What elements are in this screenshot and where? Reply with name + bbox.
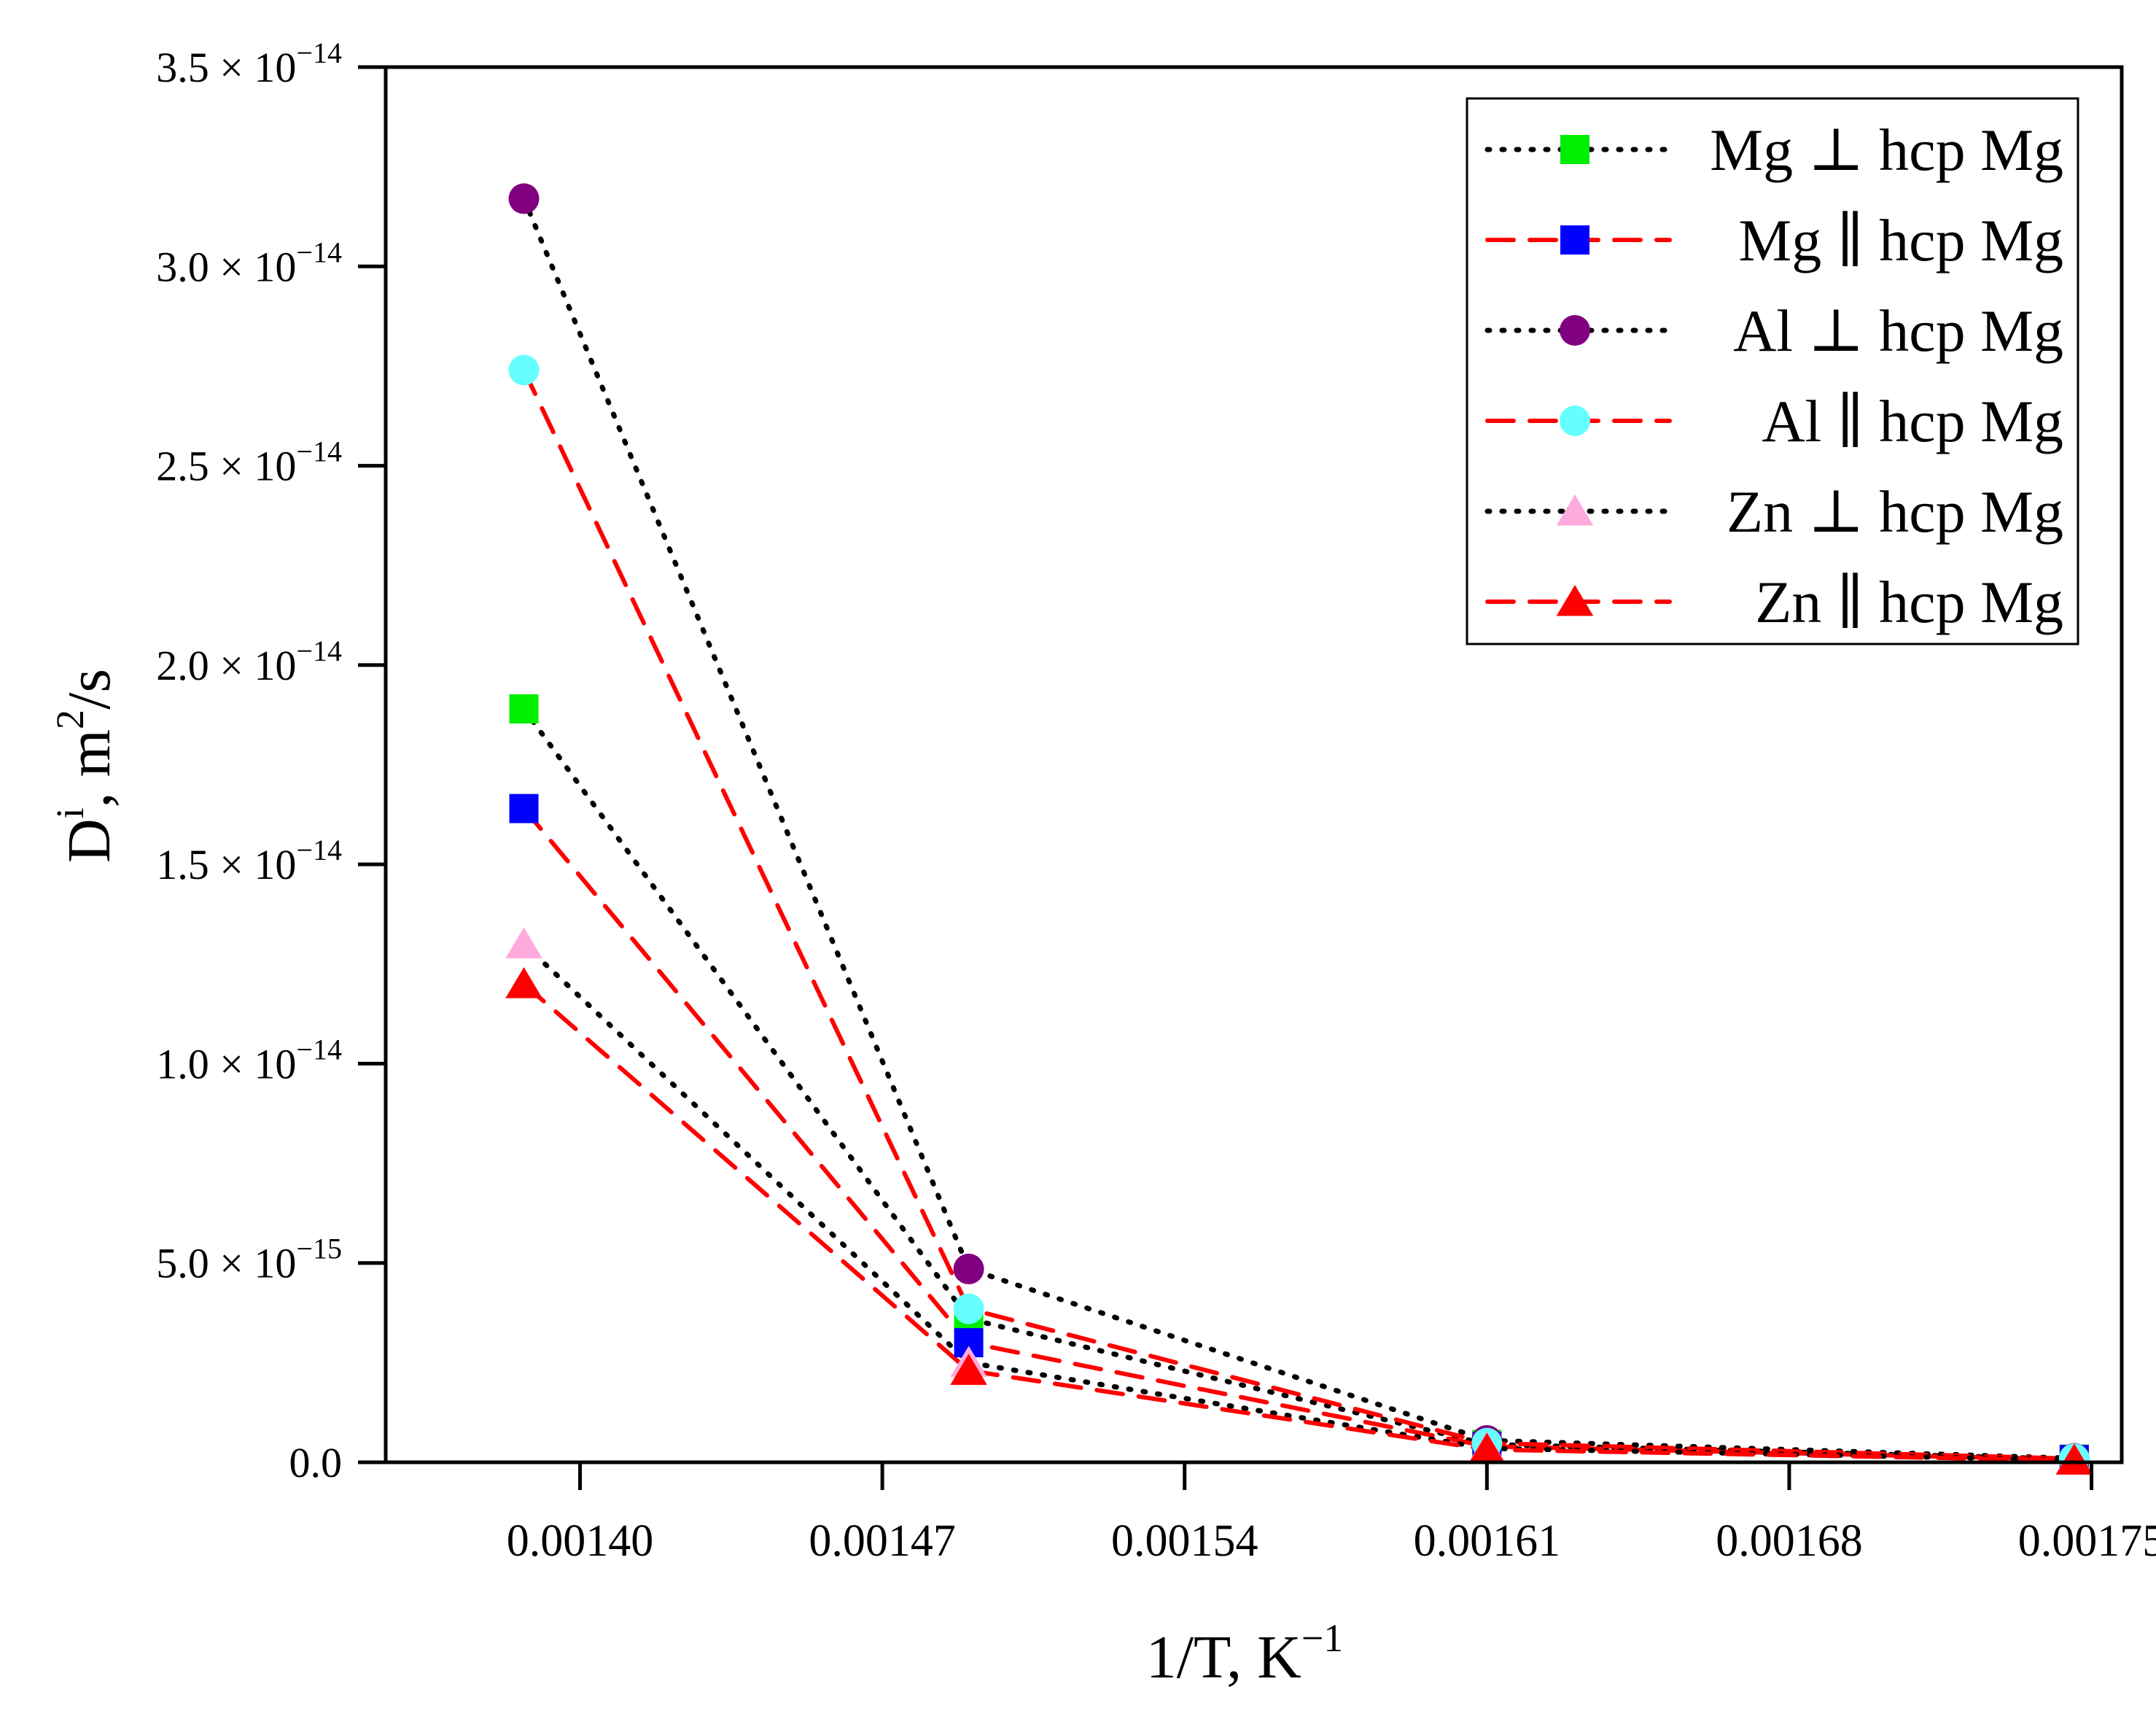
series-line-mg-hcp-mg [521, 806, 2077, 1462]
x-axis-label-base: 1/T, K [1146, 1623, 1301, 1691]
legend-marker-zn-hcp-mg [1556, 585, 1594, 616]
data-point-mg-hcp-mg [509, 794, 539, 823]
y-axis-ticks: 0.0 5.0 × 10−15 1.0 × 10−14 1.5 × 10−14 2.0 … [156, 36, 386, 1486]
plot-frame [384, 65, 2124, 1464]
data-point-al-hcp-mg [508, 183, 540, 214]
legend-marker-zn-hcp-mg [1556, 494, 1594, 526]
legend-label-zn-hcp-mg: Zn ∥ hcp Mg [1755, 569, 2063, 635]
data-point-zn-hcp-mg [505, 967, 542, 998]
data-point-mg-hcp-mg [509, 694, 539, 723]
y-axis-label: Di, m2/s [48, 669, 123, 863]
legend-marker-mg-hcp-mg [1560, 135, 1589, 164]
y-axis-label-base: D [55, 818, 123, 863]
y-tick-label: 3.5 × 10−14 [156, 36, 342, 91]
data-point-al-hcp-mg [953, 1253, 984, 1284]
data-point-zn-hcp-mg [1468, 1432, 1506, 1464]
y-tick-label: 2.0 × 10−14 [156, 635, 342, 689]
y-tick-label: 3.0 × 10−14 [156, 236, 342, 290]
x-axis-ticks: 0.00140 0.00147 0.00154 0.00161 0.00168 0.001… [507, 1462, 2156, 1566]
legend-label-al-hcp-mg: Al ∥ hcp Mg [1762, 388, 2063, 454]
x-tick-label: 0.00175 [2018, 1516, 2156, 1566]
series-line-mg-hcp-mg [521, 706, 2077, 1462]
data-point-zn-hcp-mg [505, 927, 542, 959]
y-axis-label-mid: , m [55, 729, 123, 807]
x-axis-label-exponent: −1 [1301, 1616, 1343, 1660]
y-tick-label: 1.5 × 10−14 [156, 834, 342, 888]
x-tick-label: 0.00168 [1716, 1516, 1863, 1566]
y-tick-label: 1.0 × 10−14 [156, 1033, 342, 1087]
x-tick-label: 0.00140 [507, 1516, 654, 1566]
legend-label-mg-hcp-mg: Mg ∥ hcp Mg [1738, 207, 2063, 273]
legend-label-zn-hcp-mg: Zn ⊥ hcp Mg [1727, 478, 2063, 545]
x-tick-label: 0.00147 [809, 1516, 956, 1566]
series-markers [505, 183, 2093, 1475]
data-point-al-hcp-mg [953, 1293, 984, 1324]
y-tick-label: 2.5 × 10−14 [156, 435, 342, 490]
legend-marker-al-hcp-mg [1560, 406, 1590, 436]
legend-label-al-hcp-mg: Al ⊥ hcp Mg [1733, 298, 2063, 364]
x-tick-label: 0.00161 [1414, 1516, 1561, 1566]
x-tick-label: 0.00154 [1111, 1516, 1258, 1566]
legend-marker-al-hcp-mg [1560, 315, 1590, 346]
y-tick-label: 5.0 × 10−15 [156, 1233, 342, 1287]
y-axis-label-superscript-2: 2 [48, 710, 92, 729]
y-tick-label: 0.0 [289, 1439, 343, 1486]
x-axis-label: 1/T, K−1 [1146, 1616, 1344, 1691]
series-line-zn-hcp-mg [521, 982, 2077, 1463]
data-point-al-hcp-mg [508, 354, 540, 386]
legend-label-mg-hcp-mg: Mg ⊥ hcp Mg [1710, 117, 2063, 183]
series-line-zn-hcp-mg [521, 941, 2077, 1463]
legend: Mg ⊥ hcp Mg Mg ∥ hcp Mg Al ⊥ hcp Mg Al ∥ hc… [1466, 97, 2079, 645]
data-point-zn-hcp-mg [2055, 1443, 2093, 1475]
series-lines [521, 195, 2077, 1463]
legend-box [1466, 97, 2079, 645]
data-point-zn-hcp-mg [950, 1354, 987, 1385]
series-line-al-hcp-mg [521, 368, 2077, 1462]
legend-marker-mg-hcp-mg [1560, 225, 1589, 255]
y-axis-label-superscript-i: i [48, 807, 92, 818]
y-axis-label-tail: /s [55, 669, 123, 710]
